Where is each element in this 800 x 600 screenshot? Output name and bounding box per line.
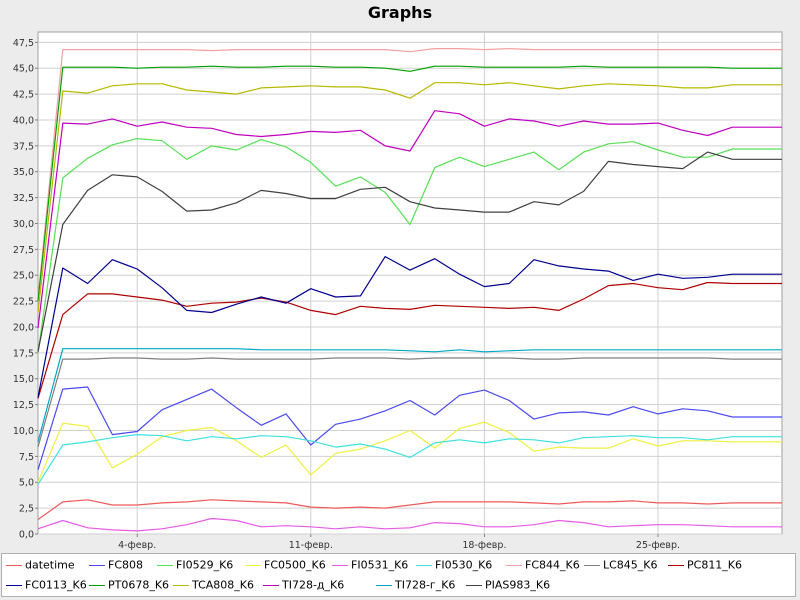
legend-label: FI0530_K6 xyxy=(435,558,493,572)
y-tick-label: 35,0 xyxy=(13,167,34,178)
series-line-TI728-г_K6 xyxy=(37,348,782,443)
grid-layer xyxy=(37,31,783,535)
series-line-FC0113_K6 xyxy=(37,256,782,398)
legend-swatch xyxy=(584,564,600,566)
legend-item: PT0678_K6 xyxy=(89,578,169,592)
legend-swatch xyxy=(263,584,279,586)
y-tick-label: 27,5 xyxy=(13,245,34,256)
legend-swatch xyxy=(173,584,189,586)
x-tick-label: 11-февр. xyxy=(289,540,333,551)
legend-label: PT0678_K6 xyxy=(108,578,170,592)
legend-label: FC808 xyxy=(108,558,144,572)
legend-item: FI0531_K6 xyxy=(332,558,408,572)
y-tick-label: 42,5 xyxy=(13,90,34,101)
series-line-TI728-д_K6 xyxy=(37,110,782,329)
legend-label: datetime xyxy=(25,558,75,572)
legend-item: TCA808_K6 xyxy=(173,578,254,592)
legend-label: TCA808_K6 xyxy=(192,578,254,592)
y-tick-label: 17,5 xyxy=(13,348,34,359)
y-tick-label: 2,5 xyxy=(19,504,34,515)
legend-label: FC0113_K6 xyxy=(25,578,87,592)
legend-swatch xyxy=(332,564,348,566)
y-tick-label: 40,0 xyxy=(13,115,34,126)
legend-swatch xyxy=(466,584,482,586)
legend-label: FI0529_K6 xyxy=(176,558,234,572)
legend-swatch xyxy=(157,564,173,566)
legend-item: PIAS983_K6 xyxy=(466,578,550,592)
legend-swatch xyxy=(6,584,22,586)
legend-item: FI0530_K6 xyxy=(416,558,492,572)
plot-background xyxy=(37,31,783,535)
chart-title: Graphs xyxy=(367,3,433,22)
legend-swatch xyxy=(89,584,105,586)
y-tick-label: 22,5 xyxy=(13,297,34,308)
legend-label: TI728-г_K6 xyxy=(395,578,456,592)
legend-swatch xyxy=(376,584,392,586)
x-tick-label: 25-февр. xyxy=(636,540,680,551)
axis-layer: 0,0 2,5 5,0 7,5 10,0 12,5 15,0 17,5 20,0 22,5 25,0… xyxy=(13,38,680,551)
y-tick-label: 12,5 xyxy=(13,400,34,411)
series-line-PC811_K6 xyxy=(37,281,782,399)
legend-item: FI0529_K6 xyxy=(157,558,233,572)
legend-label: TI728-д_K6 xyxy=(282,578,345,592)
y-tick-label: 32,5 xyxy=(13,193,34,204)
series-line-datetime xyxy=(37,499,782,520)
y-tick-label: 47,5 xyxy=(13,38,34,49)
legend-label: FC0500_K6 xyxy=(264,558,326,572)
legend-item: FC844_K6 xyxy=(506,558,580,572)
series-line-FI0531_K6 xyxy=(37,517,782,532)
series-line-LC845_K6 xyxy=(37,357,782,448)
series-line-FI0529_K6 xyxy=(37,138,782,353)
legend-swatch xyxy=(245,564,261,566)
legend-label: FC844_K6 xyxy=(525,558,580,572)
legend-item: datetime xyxy=(6,558,75,572)
x-tick-label: 18-февр. xyxy=(462,540,506,551)
x-tick-label: 4-февр. xyxy=(118,540,156,551)
legend-swatch xyxy=(89,564,105,566)
legend-label: PC811_K6 xyxy=(687,558,743,572)
legend-swatch xyxy=(668,564,684,566)
series-line-FC808 xyxy=(37,386,782,470)
legend-item: PC811_K6 xyxy=(668,558,742,572)
y-tick-label: 0,0 xyxy=(19,530,34,541)
series-line-FC844_K6 xyxy=(37,47,782,299)
series-line-PIAS983_K6 xyxy=(37,151,782,352)
series-layer xyxy=(37,47,782,532)
legend-label: PIAS983_K6 xyxy=(485,578,551,592)
y-tick-label: 45,0 xyxy=(13,64,34,75)
legend-label: FI0531_K6 xyxy=(351,558,409,572)
series-line-FC0500_K6 xyxy=(37,421,782,483)
series-line-FI0530_K6 xyxy=(37,434,782,485)
legend-item: FC808 xyxy=(89,558,143,572)
legend-swatch xyxy=(416,564,432,566)
legend-item: LC845_K6 xyxy=(584,558,658,572)
legend-item: FC0113_K6 xyxy=(6,578,87,592)
y-tick-label: 37,5 xyxy=(13,141,34,152)
y-tick-label: 15,0 xyxy=(13,374,34,385)
series-line-TCA808_K6 xyxy=(37,82,782,313)
legend-item: TI728-д_K6 xyxy=(263,578,344,592)
series-line-PT0678_K6 xyxy=(37,65,782,302)
legend-item: TI728-г_K6 xyxy=(376,578,455,592)
y-tick-label: 30,0 xyxy=(13,219,34,230)
y-tick-label: 25,0 xyxy=(13,271,34,282)
y-tick-label: 20,0 xyxy=(13,322,34,333)
y-tick-label: 5,0 xyxy=(19,478,34,489)
legend-label: LC845_K6 xyxy=(603,558,658,572)
y-tick-label: 10,0 xyxy=(13,426,34,437)
y-tick-label: 7,5 xyxy=(19,452,34,463)
legend-item: FC0500_K6 xyxy=(245,558,326,572)
legend: datetime FC808 FI0529_K6 FC0500_K6 FI0531_K6… xyxy=(1,553,796,597)
legend-swatch xyxy=(506,564,522,566)
plot-area: 0,0 2,5 5,0 7,5 10,0 12,5 15,0 17,5 20,0 22,5 25,0… xyxy=(13,31,783,551)
legend-swatch xyxy=(6,564,22,566)
